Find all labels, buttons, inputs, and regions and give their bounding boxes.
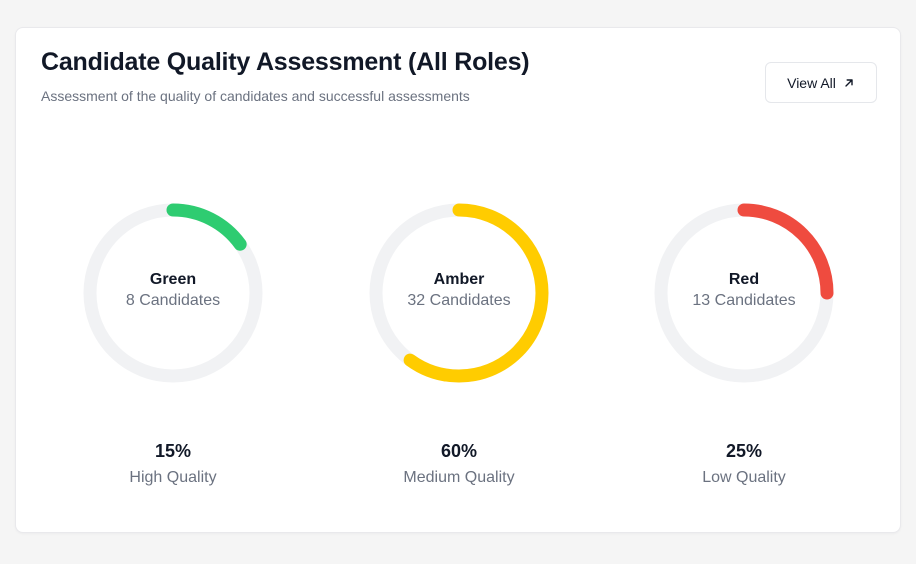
donut-red: Red 13 Candidates [649,198,839,388]
metric-name: Amber [433,271,485,288]
donut-chart-red [654,203,834,383]
card-subtitle: Assessment of the quality of candidates … [41,88,470,104]
donut-progress [369,203,549,383]
quality-assessment-card: Candidate Quality Assessment (All Roles)… [15,27,901,533]
donut-progress [654,203,834,383]
metric-percent: 60% [440,441,478,461]
donut-amber: Amber 32 Candidates [364,198,554,388]
metric-quality: Medium Quality [403,469,515,486]
metric-red: Red 13 Candidates 25% Low Quality [634,198,854,488]
donut-progress [83,203,263,383]
card-title: Candidate Quality Assessment (All Roles) [41,48,530,76]
metric-count: 32 Candidates [407,292,511,309]
arrow-up-right-icon [843,77,855,89]
view-all-label: View All [787,74,836,91]
metric-percent: 15% [154,441,192,461]
metric-green: Green 8 Candidates 15% High Quality [63,198,283,488]
metric-percent: 25% [725,441,763,461]
metric-name: Green [149,271,197,288]
metric-quality: High Quality [129,469,217,486]
view-all-button[interactable]: View All [765,62,877,103]
donut-green: Green 8 Candidates [78,198,268,388]
donut-chart-amber [369,203,549,383]
metric-count: 13 Candidates [692,292,796,309]
metric-count: 8 Candidates [125,292,221,309]
donut-chart-green [83,203,263,383]
metric-quality: Low Quality [702,469,786,486]
metric-amber: Amber 32 Candidates 60% Medium Quality [349,198,569,488]
metric-name: Red [728,271,760,288]
